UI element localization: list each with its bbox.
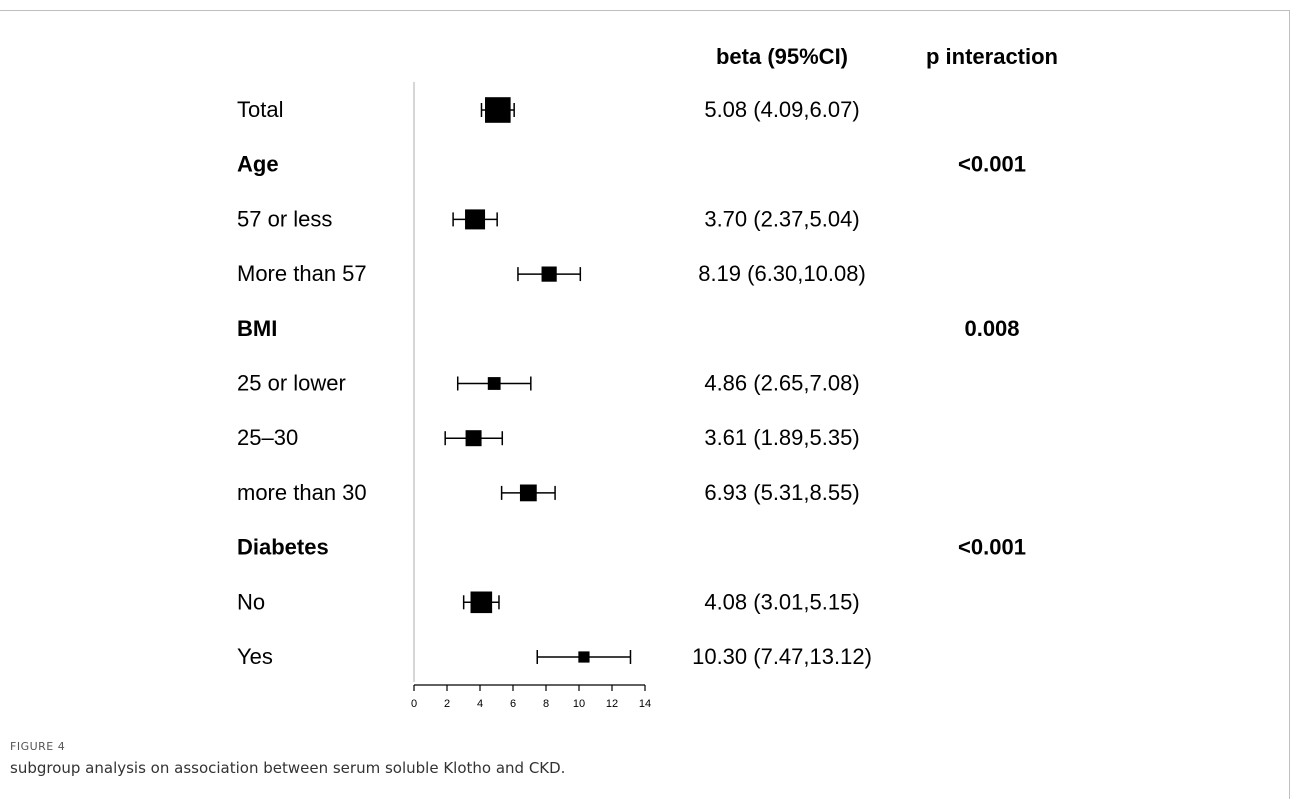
p-interaction-column-header: p interaction: [926, 44, 1058, 69]
point-estimate: [487, 377, 501, 390]
estimate-text: 5.08 (4.09,6.07): [704, 97, 859, 122]
p-interaction-value: <0.001: [958, 152, 1026, 177]
figure-caption: subgroup analysis on association between…: [10, 759, 566, 777]
estimate-text: 10.30 (7.47,13.12): [692, 644, 872, 669]
subgroup-label: 25 or lower: [237, 371, 346, 396]
subgroup-label: 25–30: [237, 425, 298, 450]
subgroup-label: No: [237, 589, 265, 614]
point-estimate: [465, 430, 482, 447]
p-interaction-value: 0.008: [964, 316, 1019, 341]
subgroup-header: BMI: [237, 316, 277, 341]
x-axis-tick-label: 4: [477, 698, 483, 710]
x-axis-tick-label: 6: [510, 698, 516, 710]
x-axis-tick-label: 0: [411, 698, 417, 710]
estimate-text: 3.70 (2.37,5.04): [704, 206, 859, 231]
x-axis-tick-label: 2: [444, 698, 450, 710]
point-estimate: [485, 97, 511, 123]
subgroup-label: 57 or less: [237, 206, 332, 231]
estimate-text: 4.86 (2.65,7.08): [704, 371, 859, 396]
subgroup-label: More than 57: [237, 261, 367, 286]
point-estimate: [465, 209, 486, 230]
x-axis-tick-label: 10: [573, 698, 585, 710]
p-interaction-value: <0.001: [958, 535, 1026, 560]
estimate-text: 4.08 (3.01,5.15): [704, 589, 859, 614]
subgroup-label: more than 30: [237, 480, 367, 505]
estimate-text: 3.61 (1.89,5.35): [704, 425, 859, 450]
subgroup-label: Total: [237, 97, 283, 122]
subgroup-header: Age: [237, 152, 279, 177]
x-axis-tick-label: 8: [543, 698, 549, 710]
subgroup-label: Yes: [237, 644, 273, 669]
estimate-text: 6.93 (5.31,8.55): [704, 480, 859, 505]
figure-label: FIGURE 4: [10, 740, 66, 753]
point-estimate: [578, 651, 590, 663]
x-axis-tick-label: 12: [606, 698, 618, 710]
forest-plot: beta (95%CI) p interaction Total 5.08 (4.09…: [237, 44, 1058, 710]
point-estimate: [519, 484, 537, 502]
estimate-text: 8.19 (6.30,10.08): [698, 261, 866, 286]
point-estimate: [470, 591, 493, 614]
x-axis-tick-label: 14: [639, 698, 651, 710]
estimate-column-header: beta (95%CI): [716, 44, 848, 69]
subgroup-header: Diabetes: [237, 535, 329, 560]
point-estimate: [541, 266, 557, 282]
